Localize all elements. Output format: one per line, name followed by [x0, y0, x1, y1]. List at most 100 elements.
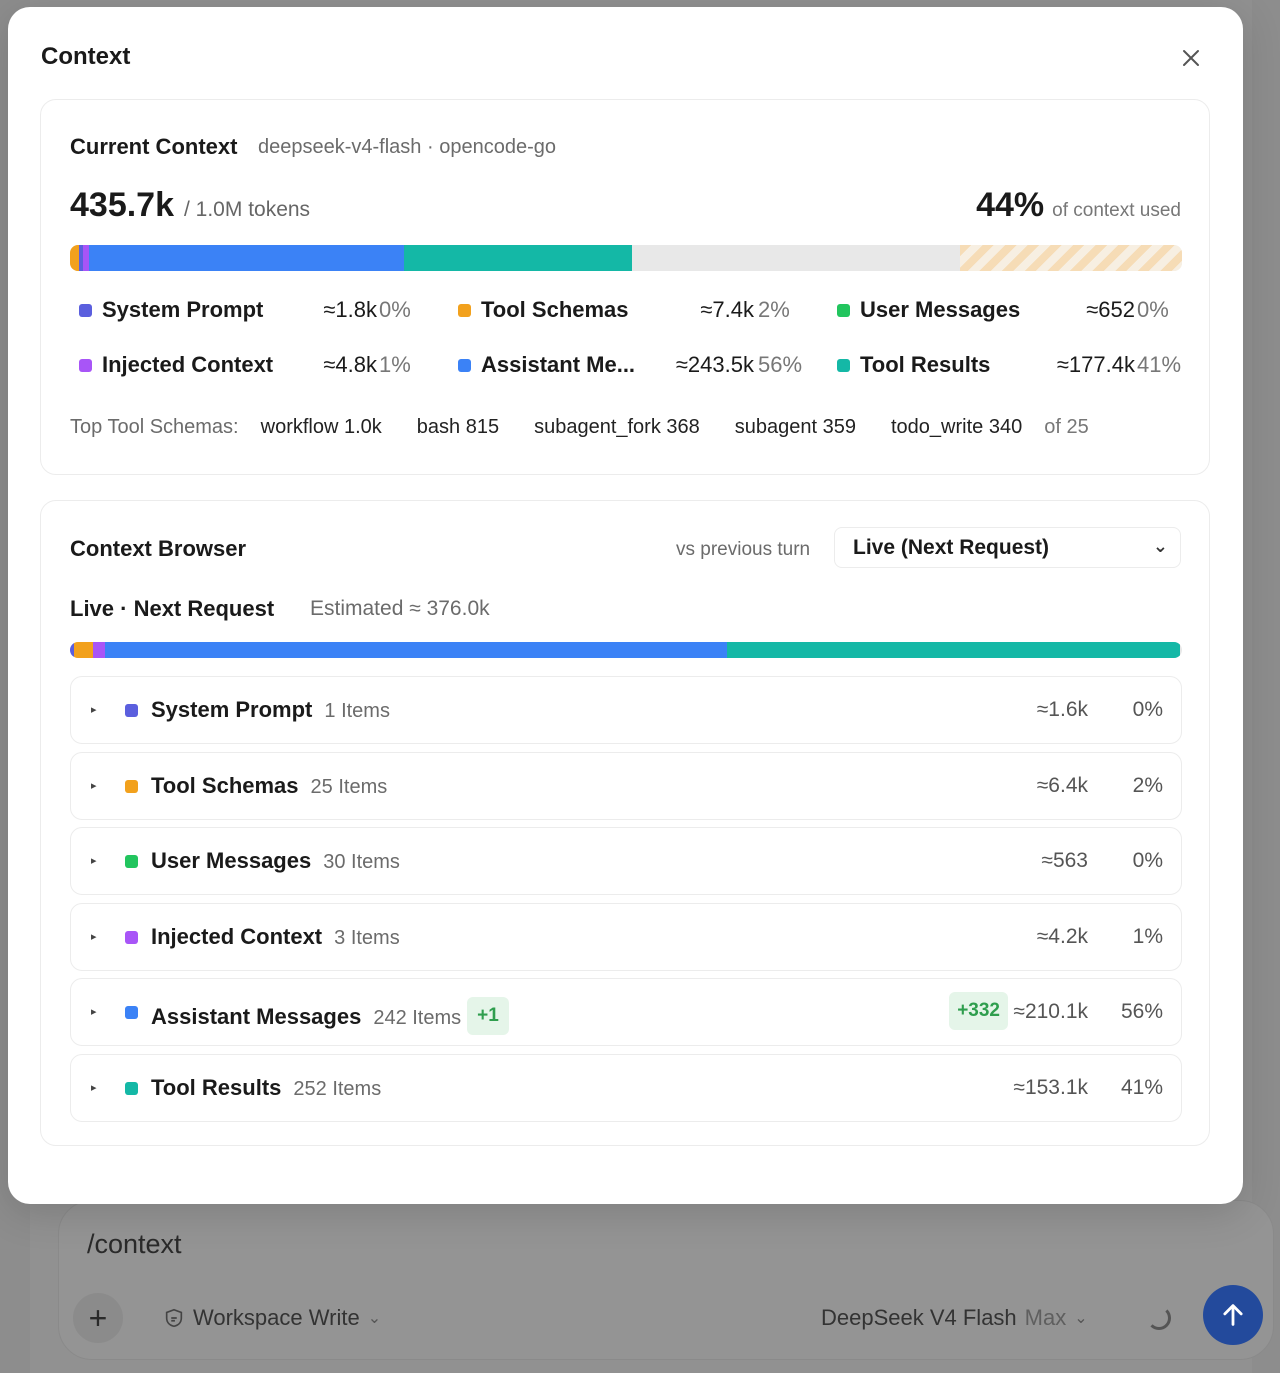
- category-name: Assistant Messages 242 Items +1: [151, 997, 509, 1037]
- composer: /context + Workspace Write ⌄ DeepSeek V4…: [58, 1200, 1274, 1360]
- category-row-user-messages[interactable]: ▸ User Messages 30 Items ≈563 0%: [70, 827, 1182, 895]
- legend-percent: 2%: [758, 297, 790, 322]
- category-tokens: ≈210.1k: [1013, 1000, 1088, 1023]
- legend-label: Injected Context: [102, 352, 274, 377]
- category-name: User Messages 30 Items: [151, 848, 400, 874]
- legend-label: Assistant Me...: [481, 352, 636, 377]
- live-segment-system-prompt: [70, 642, 74, 658]
- legend-swatch: [458, 303, 471, 317]
- item-delta-badge: +1: [467, 997, 509, 1035]
- percent-value: 44%: [976, 186, 1045, 224]
- category-percent: 0%: [1132, 849, 1163, 872]
- legend-percent: 56%: [758, 352, 803, 377]
- category-swatch: [125, 1006, 138, 1019]
- tokens-used: 435.7k: [70, 186, 174, 224]
- legend-label: Tool Schemas: [481, 297, 629, 322]
- token-count: 435.7k / 1.0M tokens: [70, 186, 310, 225]
- mode-selector[interactable]: Workspace Write ⌄: [163, 1305, 381, 1331]
- chevron-down-icon: ⌄: [1074, 1310, 1088, 1327]
- category-row-injected-context[interactable]: ▸ Injected Context 3 Items ≈4.2k 1%: [70, 902, 1182, 971]
- legend-tokens: ≈4.8k: [323, 352, 377, 377]
- chevron-down-icon: ⌄: [1152, 536, 1168, 556]
- context-usage-bar: [70, 245, 1182, 271]
- category-tokens: ≈6.4k: [1036, 773, 1088, 797]
- top-tools-label: Top Tool Schemas:: [70, 416, 239, 438]
- category-percent: 41%: [1120, 1075, 1163, 1099]
- request-select[interactable]: Live (Next Request) ⌄: [834, 527, 1181, 568]
- usage-segment-tool-schemas: [70, 245, 79, 271]
- model-selector[interactable]: DeepSeek V4 Flash Max ⌄: [821, 1305, 1088, 1331]
- legend-item-assistant-messages: Assistant Me... ≈243.5k 56%: [458, 350, 802, 380]
- expand-triangle-icon[interactable]: ▸: [91, 855, 97, 867]
- context-browser-title: Context Browser: [70, 536, 247, 561]
- legend-tokens: ≈177.4k: [1056, 352, 1135, 377]
- expand-triangle-icon[interactable]: ▸: [91, 704, 97, 716]
- category-count: 242 Items: [373, 1006, 462, 1029]
- category-row-tool-schemas[interactable]: ▸ Tool Schemas 25 Items ≈6.4k 2%: [70, 751, 1182, 820]
- category-tokens: ≈563: [1041, 849, 1088, 872]
- current-context-card: Current Context deepseek-v4-flash · open…: [40, 99, 1210, 475]
- category-row-system-prompt[interactable]: ▸ System Prompt 1 Items ≈1.6k 0%: [70, 676, 1182, 744]
- category-count: 252 Items: [293, 1077, 382, 1100]
- live-segment-tool-schemas: [74, 642, 93, 658]
- category-tokens: ≈1.6k: [1036, 698, 1088, 721]
- expand-triangle-icon[interactable]: ▸: [91, 779, 97, 792]
- legend-tokens: ≈1.8k: [323, 297, 377, 322]
- category-label: Assistant Messages: [151, 1003, 362, 1029]
- live-usage-bar: [70, 642, 1182, 658]
- expand-triangle-icon[interactable]: ▸: [91, 930, 97, 943]
- token-delta-badge: +332: [949, 992, 1008, 1030]
- top-tool-item: todo_write 340: [891, 416, 1023, 438]
- legend-item-tool-results: Tool Results ≈177.4k 41%: [837, 350, 1181, 380]
- category-percent: 2%: [1132, 773, 1163, 797]
- top-tool-item: subagent 359: [734, 416, 856, 438]
- composer-input[interactable]: /context: [87, 1229, 182, 1259]
- top-tool-item: bash 815: [416, 416, 500, 438]
- context-browser-card: Context Browser vs previous turn Live (N…: [40, 500, 1210, 1146]
- expand-triangle-icon[interactable]: ▸: [91, 1006, 97, 1018]
- mode-label: Workspace Write: [193, 1305, 360, 1330]
- category-percent: 1%: [1132, 924, 1163, 948]
- category-count: 30 Items: [323, 851, 400, 873]
- modal-title: Context: [41, 43, 131, 70]
- category-tokens: ≈4.2k: [1036, 924, 1088, 948]
- category-swatch: [125, 855, 138, 868]
- plus-icon: +: [88, 1300, 108, 1336]
- model-label: DeepSeek V4 Flash: [821, 1305, 1017, 1330]
- legend-item-user-messages: User Messages ≈652 0%: [837, 295, 1177, 325]
- percent-label: of context used: [1052, 200, 1181, 221]
- category-row-assistant-messages[interactable]: ▸ Assistant Messages 242 Items +1 +332 ≈210.1…: [70, 978, 1182, 1046]
- legend-tokens: ≈243.5k: [675, 352, 754, 377]
- category-count: 1 Items: [324, 700, 390, 722]
- category-row-tool-results[interactable]: ▸ Tool Results 252 Items ≈153.1k 41%: [70, 1053, 1182, 1122]
- category-count: 25 Items: [310, 775, 388, 798]
- close-button[interactable]: [1176, 43, 1206, 73]
- category-swatch: [125, 1081, 138, 1095]
- legend-swatch: [837, 358, 850, 372]
- category-name: Tool Results 252 Items: [151, 1075, 381, 1101]
- top-tool-item: subagent_fork 368: [534, 416, 700, 438]
- legend-percent: 0%: [1137, 297, 1169, 322]
- model-info: deepseek-v4-flash · opencode-go: [258, 136, 556, 158]
- live-title: Live · Next Request: [70, 596, 275, 621]
- shield-icon: [165, 1308, 183, 1328]
- category-label: User Messages: [151, 848, 312, 873]
- top-tool-schemas: Top Tool Schemas: workflow 1.0k bash 815…: [70, 416, 1089, 439]
- usage-segment-assistant-messages: [89, 245, 404, 271]
- loading-spinner-icon: [1147, 1306, 1171, 1330]
- attach-button[interactable]: +: [73, 1293, 123, 1343]
- model-variant: Max: [1024, 1305, 1067, 1330]
- send-button[interactable]: [1203, 1285, 1263, 1345]
- chevron-down-icon: ⌄: [367, 1310, 382, 1327]
- category-count: 3 Items: [334, 926, 400, 949]
- compare-label: vs previous turn: [676, 539, 811, 560]
- category-label: Tool Results: [151, 1074, 282, 1100]
- expand-triangle-icon[interactable]: ▸: [91, 1081, 97, 1094]
- category-label: System Prompt: [151, 697, 313, 722]
- arrow-up-icon: [1223, 1304, 1243, 1326]
- category-name: Tool Schemas 25 Items: [151, 773, 387, 799]
- legend-swatch: [79, 303, 92, 317]
- usage-segment-system-prompt: [79, 245, 83, 271]
- legend-item-injected-context: Injected Context ≈4.8k 1%: [79, 350, 419, 380]
- context-percent: 44% of context used: [976, 186, 1181, 225]
